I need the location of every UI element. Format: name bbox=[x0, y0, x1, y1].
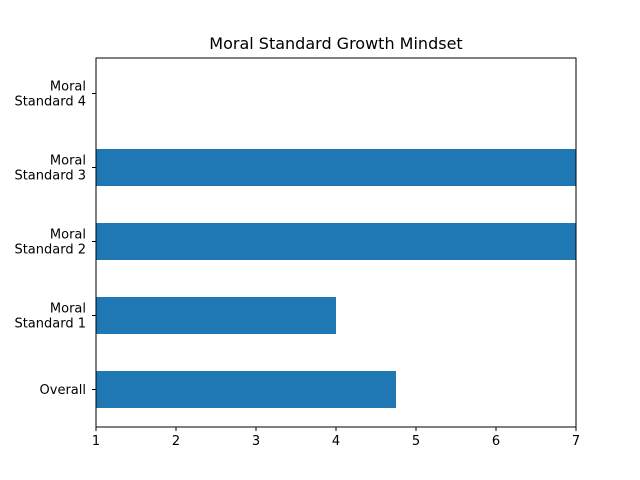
x-tick-label: 5 bbox=[412, 434, 420, 449]
y-tick-label: Overall bbox=[40, 383, 86, 398]
x-tick-label: 6 bbox=[492, 434, 500, 449]
x-tick-label: 2 bbox=[172, 434, 180, 449]
y-tick-label: Moral Standard 4 bbox=[14, 80, 86, 110]
bar-3 bbox=[96, 149, 576, 186]
y-tick-label: Moral Standard 1 bbox=[14, 302, 86, 332]
plot-area-frame bbox=[95, 57, 577, 428]
bar-0 bbox=[96, 371, 396, 408]
y-tick-label: Moral Standard 3 bbox=[14, 154, 86, 184]
bar-1 bbox=[96, 297, 336, 334]
x-tick-label: 4 bbox=[332, 434, 340, 449]
y-axis: Overall Moral Standard 1 Moral Standard 2 Mor… bbox=[14, 80, 96, 398]
bars-layer bbox=[96, 149, 576, 408]
x-tick-label: 1 bbox=[92, 434, 100, 449]
bar-2 bbox=[96, 223, 576, 260]
x-tick-label: 3 bbox=[252, 434, 260, 449]
chart-title: Moral Standard Growth Mindset bbox=[209, 34, 462, 53]
y-tick-label: Moral Standard 2 bbox=[14, 228, 86, 258]
x-tick-label: 7 bbox=[572, 434, 580, 449]
x-axis: 1 2 3 4 5 6 7 bbox=[92, 427, 580, 449]
